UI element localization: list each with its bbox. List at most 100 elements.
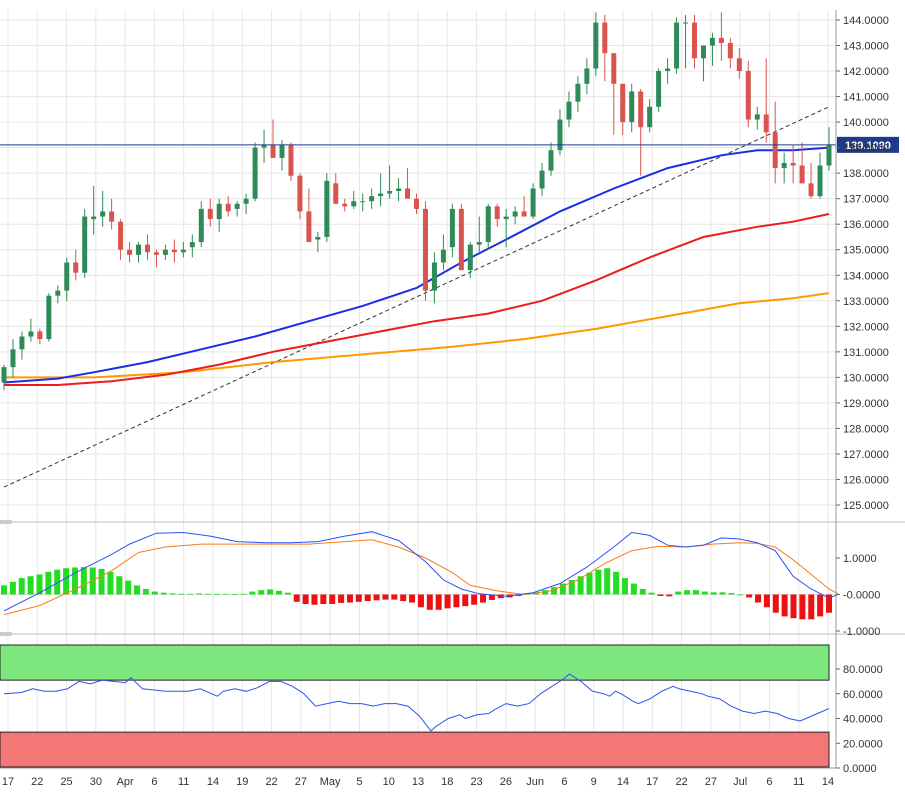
rsi-panel — [3, 673, 830, 732]
macd-histogram-bar — [213, 594, 220, 595]
candle-body — [467, 244, 473, 271]
candle-body — [288, 145, 294, 176]
macd-histogram-bar — [187, 593, 194, 595]
macd-signal-line — [3, 539, 839, 616]
candle-body — [234, 203, 240, 209]
macd-histogram-bar — [338, 594, 345, 603]
macd-line — [3, 531, 839, 612]
y-tick-label: 136.0000 — [843, 219, 889, 231]
macd-histogram-bar — [409, 594, 416, 603]
y-tick-label: 143.0000 — [843, 41, 889, 53]
macd-histogram-bar — [817, 594, 824, 617]
candle-body — [342, 203, 348, 207]
macd-histogram-bar — [701, 591, 708, 595]
candle-body — [279, 145, 285, 158]
candle-body — [665, 68, 671, 72]
candle-body — [414, 198, 419, 209]
candle-body — [718, 37, 724, 43]
macd-histogram-bar — [737, 594, 744, 596]
rsi-y-tick-label: 20.0000 — [843, 738, 883, 750]
macd-histogram-bar — [89, 567, 96, 595]
macd-panel — [0, 531, 839, 620]
macd-histogram-bar — [125, 580, 132, 595]
candle-body — [82, 216, 88, 273]
rsi-line — [3, 673, 830, 732]
x-tick-label: 22 — [31, 776, 43, 788]
x-tick-label: May — [320, 776, 341, 788]
candle-body — [683, 22, 689, 24]
x-tick-label: Apr — [117, 776, 134, 788]
candle-body — [431, 262, 437, 291]
macd-histogram-bar — [417, 594, 424, 608]
x-tick-label: 25 — [60, 776, 72, 788]
macd-histogram-bar — [692, 590, 699, 595]
candle-body — [369, 196, 375, 202]
candle-body — [422, 208, 428, 291]
candle-body — [100, 211, 106, 217]
oversold-band — [0, 731, 830, 768]
candle-body — [557, 119, 563, 151]
macd-histogram-bar — [116, 576, 123, 595]
x-tick-label: 11 — [793, 776, 804, 788]
y-tick-label: 142.0000 — [843, 66, 889, 78]
macd-histogram-bar — [746, 594, 753, 598]
y-tick-label: 133.0000 — [843, 296, 889, 308]
candle-body — [333, 183, 339, 204]
macd-histogram-bar — [533, 592, 540, 595]
macd-histogram-bar — [826, 594, 832, 613]
candle-body — [351, 201, 357, 207]
candle-body — [136, 244, 142, 255]
macd-histogram-bar — [453, 594, 460, 608]
candle-body — [396, 188, 402, 192]
macd-histogram-bar — [675, 591, 682, 595]
macd-y-tick-label: -1.0000 — [843, 626, 880, 638]
candle-body — [270, 145, 276, 158]
x-tick-label: 23 — [470, 776, 482, 788]
y-tick-label: 132.0000 — [843, 321, 889, 333]
macd-histogram-bar — [808, 594, 815, 620]
macd-histogram-bar — [98, 568, 105, 595]
macd-histogram-bar — [249, 591, 256, 595]
macd-histogram-bar — [302, 594, 309, 604]
macd-histogram-bar — [710, 592, 717, 595]
macd-histogram-bar — [222, 593, 229, 595]
candle-body — [306, 211, 312, 243]
panel-grip — [0, 520, 12, 524]
x-tick-label: 11 — [178, 776, 189, 788]
macd-histogram-bar — [27, 576, 34, 595]
candle-body — [530, 188, 536, 217]
candle-body — [387, 191, 393, 194]
macd-histogram-bar — [604, 568, 611, 595]
macd-histogram-bar — [293, 594, 300, 602]
candle-body — [629, 91, 635, 123]
macd-histogram-bar — [559, 583, 566, 595]
rsi-y-tick-label: 0.0000 — [843, 763, 877, 775]
candle-body — [521, 211, 527, 217]
macd-histogram-bar — [551, 587, 557, 595]
macd-histogram-bar — [657, 594, 664, 596]
y-tick-label: 129.0000 — [843, 398, 889, 410]
macd-histogram-bar — [648, 592, 655, 595]
candle-body — [162, 249, 168, 255]
sma-slow-line — [4, 292, 830, 379]
candle-body — [611, 53, 617, 84]
y-tick-label: 141.0000 — [843, 92, 889, 104]
candle-body — [10, 349, 16, 368]
macd-histogram-bar — [728, 593, 735, 595]
macd-histogram-bar — [799, 594, 806, 620]
x-tick-label: Jul — [733, 776, 747, 788]
candle-body — [153, 252, 159, 255]
x-tick-label: 30 — [90, 776, 102, 788]
x-tick-label: 17 — [2, 776, 14, 788]
y-tick-label: 144.0000 — [843, 15, 889, 27]
x-tick-label: 13 — [412, 776, 424, 788]
y-tick-label: 130.0000 — [843, 372, 889, 384]
x-tick-label: 27 — [705, 776, 717, 788]
candle-body — [252, 147, 258, 199]
x-tick-label: 6 — [561, 776, 567, 788]
last-price-label: 139.1090 — [845, 140, 891, 152]
x-tick-label: 5 — [356, 776, 362, 788]
y-tick-label: 131.0000 — [843, 347, 889, 359]
macd-histogram-bar — [426, 594, 433, 610]
macd-histogram-bar — [151, 591, 158, 595]
